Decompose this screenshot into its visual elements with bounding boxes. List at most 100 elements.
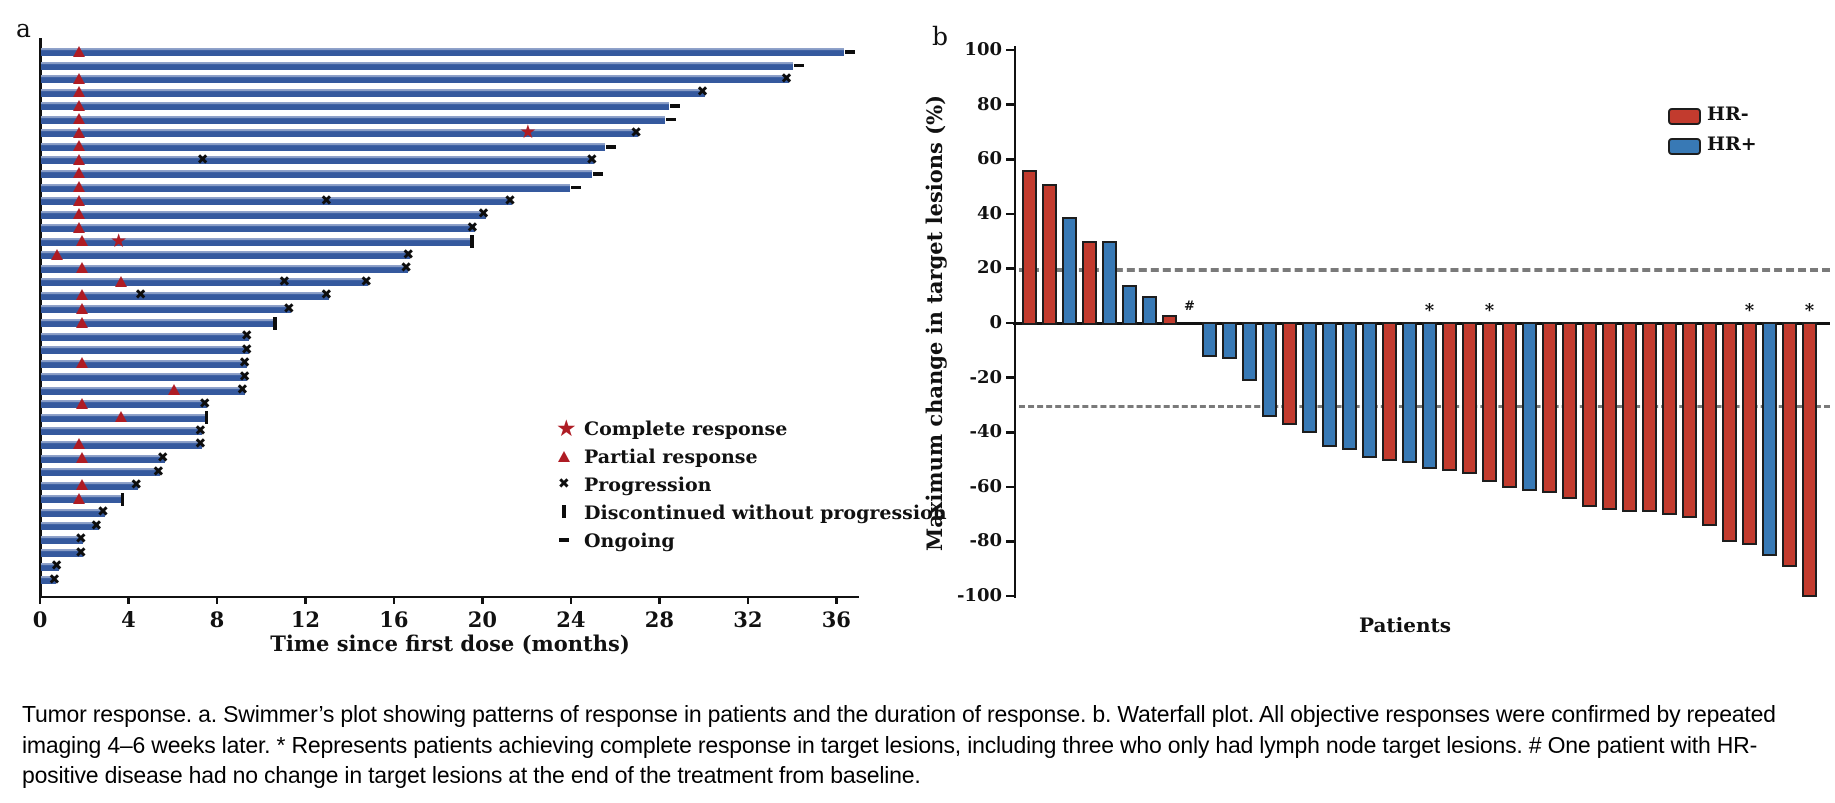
waterfall-annotation: #: [1184, 299, 1195, 314]
swimmer-x-tick-label: 0: [32, 607, 48, 632]
swimmer-bar: [41, 319, 274, 327]
partial-response-triangle-icon: [73, 126, 86, 138]
swimmer-bar: [41, 115, 665, 124]
waterfall-bar: [1482, 322, 1497, 483]
progression-x-icon: ✖: [50, 558, 63, 575]
partial-response-triangle-icon: [73, 167, 86, 179]
ongoing-dash-icon: [592, 172, 603, 176]
partial-response-triangle-icon: [75, 452, 88, 463]
waterfall-bar: [1282, 322, 1297, 425]
waterfall-bar: [1262, 322, 1277, 417]
waterfall-bar: [1802, 322, 1817, 597]
swimmer-x-tick: [304, 597, 307, 604]
swimmer-legend-label: Partial response: [584, 446, 758, 468]
ongoing-dash-icon: [794, 63, 805, 68]
waterfall-y-tick-label: 20: [976, 257, 1002, 279]
waterfall-y-tick-label: -100: [956, 585, 1002, 606]
progression-x-icon: ✖: [586, 151, 598, 168]
partial-response-triangle-icon: [73, 153, 86, 165]
progression-x-icon: ✖: [194, 436, 207, 453]
waterfall-bar: [1762, 322, 1777, 557]
waterfall-y-tick: [1006, 594, 1014, 598]
partial-response-triangle-icon: [75, 357, 88, 369]
swimmer-bar: [41, 183, 570, 192]
waterfall-bar: [1362, 322, 1377, 458]
waterfall-x-axis-title: Patients: [1358, 613, 1452, 637]
panel-a-y-axis-line: [39, 38, 42, 598]
swimmer-bar: [41, 75, 789, 84]
progression-x-icon: ✖: [134, 287, 147, 304]
waterfall-y-tick-label: 80: [976, 93, 1002, 115]
swimmer-bar: [41, 522, 99, 531]
waterfall-y-tick: [1006, 431, 1014, 434]
partial-response-triangle-icon: [73, 72, 86, 84]
reference-dashed-line: [1019, 268, 1830, 273]
swimmer-x-tick-label: 12: [290, 607, 321, 632]
waterfall-bar: [1102, 241, 1117, 325]
waterfall-zero-line: [1013, 321, 1830, 325]
ongoing-dash-icon: [559, 538, 569, 542]
ongoing-dash-icon: [665, 117, 676, 122]
progression-x-icon: ✖: [630, 124, 642, 141]
swimmer-bar: [41, 576, 57, 585]
waterfall-annotation: *: [1804, 300, 1815, 321]
swimmer-legend-label: Complete response: [584, 418, 788, 440]
waterfall-bar: [1782, 322, 1797, 567]
waterfall-bar: [1302, 322, 1317, 434]
progression-x-icon: ✖: [282, 300, 295, 317]
partial-response-triangle-icon: [73, 113, 86, 125]
waterfall-legend-swatch: [1668, 138, 1701, 155]
waterfall-bar: [1342, 322, 1357, 450]
swimmer-bar: [41, 102, 670, 111]
ongoing-dash-icon: [606, 145, 617, 149]
waterfall-bar: [1722, 322, 1737, 543]
waterfall-y-tick: [1006, 267, 1014, 270]
partial-response-triangle-icon: [115, 411, 128, 423]
swimmer-bar: [41, 224, 475, 233]
partial-response-triangle-icon: [73, 492, 86, 504]
swimmer-bar: [41, 305, 291, 314]
waterfall-bar: [1582, 322, 1597, 507]
swimmer-bar: [41, 48, 844, 56]
waterfall-bar: [1462, 322, 1477, 475]
partial-response-triangle-icon: [75, 262, 88, 274]
progression-x-icon: ✖: [558, 476, 570, 492]
progression-x-icon: ✖: [320, 287, 333, 304]
swimmer-x-tick: [835, 597, 838, 604]
swimmer-x-tick: [392, 597, 396, 604]
progression-x-icon: ✖: [320, 192, 333, 209]
partial-response-triangle-icon: [51, 248, 64, 260]
swimmer-bar: [41, 535, 84, 544]
ongoing-dash-icon: [570, 185, 581, 190]
waterfall-y-tick: [1006, 103, 1014, 106]
waterfall-legend-label: HR+: [1707, 133, 1757, 155]
partial-response-triangle-icon: [73, 99, 86, 111]
waterfall-annotation: *: [1484, 300, 1495, 321]
swimmer-bar: [41, 156, 594, 165]
partial-response-triangle-icon: [168, 384, 181, 396]
swimmer-bar: [41, 427, 203, 436]
waterfall-bar: [1542, 322, 1557, 494]
waterfall-y-tick-label: -20: [969, 366, 1002, 388]
waterfall-bar: [1622, 322, 1637, 513]
swimmer-legend-label: Progression: [584, 474, 712, 496]
waterfall-bar: [1062, 216, 1077, 325]
waterfall-bar: [1502, 322, 1517, 488]
discontinued-bar-icon: [204, 411, 209, 425]
waterfall-bar: [1222, 322, 1237, 360]
waterfall-bar: [1742, 322, 1757, 546]
figure-caption: Tumor response. a. Swimmer’s plot showin…: [22, 701, 1776, 788]
swimmer-x-axis-title: Time since first dose (months): [270, 631, 630, 656]
waterfall-bar: [1702, 322, 1717, 527]
waterfall-bar: [1422, 322, 1437, 469]
waterfall-bar: [1662, 322, 1677, 516]
swimmer-x-tick: [38, 597, 42, 604]
waterfall-y-tick-label: 0: [989, 312, 1002, 333]
discontinued-bar-icon: [273, 316, 277, 330]
partial-response-triangle-icon: [73, 140, 86, 152]
waterfall-bar: [1382, 322, 1397, 461]
waterfall-bar: [1602, 322, 1617, 510]
waterfall-bar: [1522, 322, 1537, 491]
progression-x-icon: ✖: [238, 355, 251, 372]
swimmer-bar: [41, 291, 329, 300]
